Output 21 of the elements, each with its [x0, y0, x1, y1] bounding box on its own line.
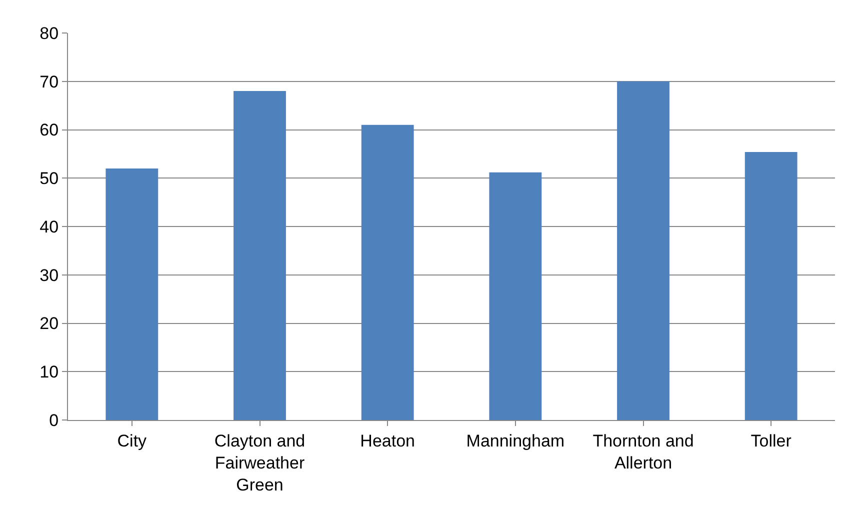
x-tick-label: City — [117, 431, 148, 450]
bar — [489, 172, 542, 420]
y-tick-label: 20 — [40, 314, 59, 334]
x-tick-label: Clayton and Fairweather Green — [214, 431, 306, 495]
bar — [361, 124, 414, 420]
y-tick-label: 50 — [40, 169, 59, 188]
y-tick-label: 70 — [40, 72, 59, 92]
y-tick-label: 80 — [40, 24, 59, 43]
x-tick-label: Toller — [750, 431, 792, 450]
x-tick-label: Thornton and Allerton — [592, 431, 694, 472]
bar — [106, 168, 158, 420]
bar — [617, 81, 670, 420]
bar — [234, 91, 286, 420]
y-tick-label: 30 — [40, 266, 59, 285]
x-tick-label: Manningham — [466, 431, 565, 450]
bar — [744, 152, 798, 420]
x-tick-label: Heaton — [360, 431, 415, 450]
y-tick-label: 0 — [49, 410, 59, 430]
y-tick-label: 40 — [40, 217, 59, 236]
y-tick-label: 10 — [40, 362, 59, 382]
y-tick-label: 60 — [40, 120, 59, 140]
